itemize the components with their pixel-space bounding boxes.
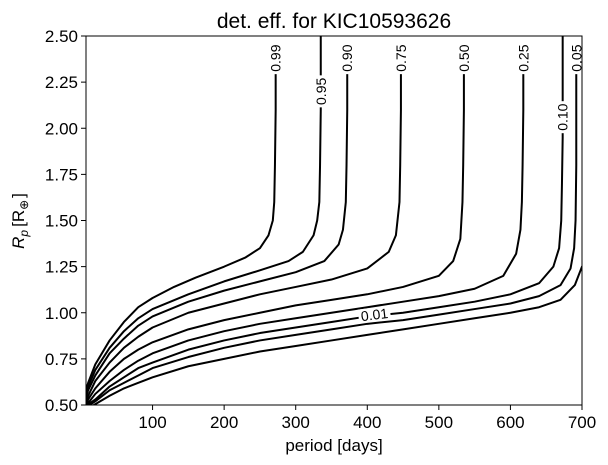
y-tick-label: 0.50: [45, 396, 78, 415]
x-tick-label: 200: [210, 413, 238, 432]
x-tick-label: 700: [568, 413, 596, 432]
contour-line-0-99: [86, 71, 277, 392]
contour-label-0-95: 0.95: [313, 78, 329, 105]
contour-label-bg-0-05: [569, 42, 582, 75]
y-axis-title-subscript: p: [17, 230, 31, 238]
y-tick-label: 1.75: [45, 165, 78, 184]
y-axis: 0.50 0.75 1.00 1.25 1.50 1.75 2.00 2.25 2.50: [45, 27, 86, 415]
contour-label-0-75: 0.75: [393, 44, 409, 71]
contour-line-0-75: [86, 71, 402, 403]
y-axis-title-symbol: R: [9, 237, 28, 249]
y-tick-label: 2.25: [45, 73, 78, 92]
contour-label-bg-0-99: [268, 42, 283, 75]
x-tick-label: 600: [496, 413, 524, 432]
contour-label-0-50: 0.50: [456, 44, 472, 71]
contour-line-0-95: [86, 36, 322, 397]
contour-label-bg-0-75: [393, 42, 408, 75]
contour-label-0-99: 0.99: [268, 44, 284, 71]
contour-line-0-01: [92, 265, 582, 405]
contour-label-0-25: 0.25: [515, 44, 531, 71]
contour-label-bg-0-25: [516, 42, 531, 75]
contour-label-bg-0-01: [357, 305, 392, 324]
x-tick-label: 300: [282, 413, 310, 432]
x-tick-label: 400: [353, 413, 381, 432]
contour-label-0-05: 0.05: [568, 44, 584, 71]
y-axis-title-close: ]: [9, 193, 28, 198]
y-axis-title: Rp [R⊕]: [9, 193, 31, 249]
y-tick-label: 1.50: [45, 212, 78, 231]
contour-label-bg-0-95: [313, 75, 328, 108]
y-tick-label: 0.75: [45, 350, 78, 369]
x-axis: 100 200 300 400 500 600 700: [138, 405, 596, 432]
y-tick-label: 1.25: [45, 258, 78, 277]
contour-line-0-25: [86, 71, 525, 405]
chart-title: det. eff. for KIC10593626: [217, 10, 451, 33]
y-tick-label: 2.00: [45, 119, 78, 138]
contour-label-bg-0-10: [555, 101, 570, 134]
y-tick-label: 2.50: [45, 27, 78, 46]
y-tick-label: 1.00: [45, 304, 78, 323]
x-tick-label: 100: [138, 413, 166, 432]
contour-label-0-90: 0.90: [339, 44, 355, 71]
x-tick-label: 500: [425, 413, 453, 432]
plot-area: 0.99 0.95 0.90 0.75 0.50 0.25 0.10 0.05 0.01: [86, 36, 584, 405]
contour-line-0-50: [86, 71, 465, 405]
contour-label-0-01: 0.01: [360, 305, 389, 324]
contour-line-0-05: [88, 71, 578, 405]
y-axis-title-unit-subscript: ⊕: [17, 200, 31, 210]
contour-label-0-10: 0.10: [555, 103, 571, 130]
contour-label-bg-0-50: [456, 42, 471, 75]
contour-label-bg-0-90: [340, 42, 355, 75]
contour-line-0-90: [86, 71, 349, 399]
x-axis-title: period [days]: [285, 436, 382, 455]
y-axis-title-unit: [R: [9, 210, 28, 227]
